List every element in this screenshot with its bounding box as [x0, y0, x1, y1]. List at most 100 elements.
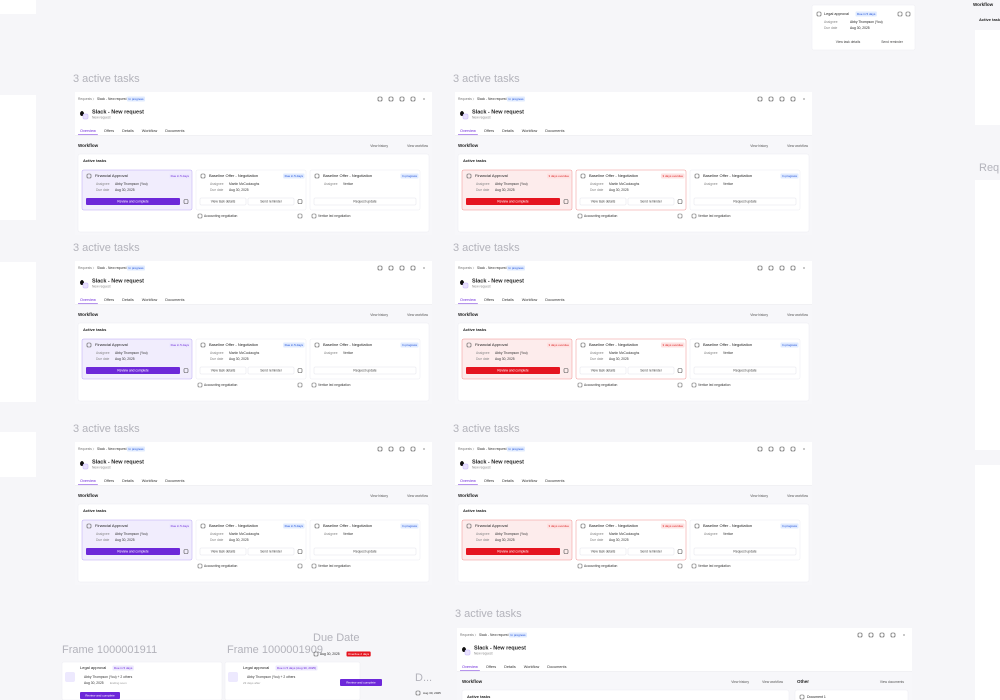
tab[interactable]: Details — [502, 129, 514, 133]
button-label[interactable]: Send reminder — [640, 549, 663, 553]
link[interactable]: View workflow — [762, 680, 783, 684]
tab[interactable]: Overview — [460, 129, 476, 133]
tab[interactable]: Offers — [484, 479, 494, 483]
link[interactable]: View history — [750, 494, 768, 498]
tab[interactable]: Offers — [484, 298, 494, 302]
mini-icon — [228, 672, 238, 682]
tab[interactable]: Offers — [484, 129, 494, 133]
card-title: Active tasks — [467, 694, 491, 699]
tab[interactable]: Overview — [80, 129, 96, 133]
button-label[interactable]: View task details — [836, 40, 861, 44]
task-footer: Vertice led negotiation — [698, 214, 731, 218]
tab[interactable]: Details — [122, 479, 134, 483]
button-label[interactable]: View task details — [591, 549, 616, 553]
button-label[interactable]: Review and complete — [117, 199, 149, 203]
tab[interactable]: Offers — [104, 298, 114, 302]
button-label[interactable]: Review and complete — [85, 693, 115, 697]
tab[interactable]: Details — [122, 129, 134, 133]
button-label[interactable]: View task details — [211, 549, 236, 553]
badge — [169, 523, 191, 529]
link[interactable]: View history — [731, 680, 749, 684]
icon — [183, 549, 189, 554]
tab[interactable]: Documents — [547, 665, 566, 669]
link[interactable]: View documents — [880, 680, 904, 684]
link[interactable]: View workflow — [787, 144, 808, 148]
link[interactable]: View workflow — [407, 494, 428, 498]
tab[interactable]: Workflow — [142, 298, 158, 302]
icon — [297, 199, 303, 204]
button-label[interactable]: Send reminder — [640, 368, 663, 372]
link[interactable]: View workflow — [407, 144, 428, 148]
badge — [780, 523, 799, 529]
button-label[interactable]: Review and complete — [117, 368, 149, 372]
tab[interactable]: Workflow — [522, 479, 538, 483]
button-label[interactable]: Send reminder — [881, 40, 904, 44]
field-label: Due date — [96, 538, 110, 542]
task-footer: Accounting negotiation — [204, 214, 238, 218]
badge — [546, 523, 571, 529]
button-label[interactable]: Review and complete — [497, 549, 529, 553]
link[interactable]: View workflow — [787, 313, 808, 317]
link[interactable]: View history — [370, 144, 388, 148]
button-label[interactable]: Request update — [733, 199, 756, 203]
tab[interactable]: Documents — [545, 479, 564, 483]
breadcrumb: Slack - New request — [97, 266, 127, 270]
primary-button — [80, 692, 120, 699]
tab[interactable]: Details — [502, 298, 514, 302]
button-label[interactable]: View task details — [591, 199, 616, 203]
button-label[interactable]: Send reminder — [260, 368, 283, 372]
link[interactable]: View history — [370, 494, 388, 498]
button-label[interactable]: Review and complete — [497, 368, 529, 372]
link[interactable]: View history — [370, 313, 388, 317]
request-subtitle: New request — [92, 115, 111, 119]
section-title: Workflow — [78, 312, 99, 317]
task-footer: Accounting negotiation — [584, 214, 618, 218]
button-label[interactable]: Request update — [733, 549, 756, 553]
tab[interactable]: Workflow — [522, 129, 538, 133]
link[interactable]: View history — [750, 144, 768, 148]
tab[interactable]: Documents — [165, 298, 184, 302]
tab[interactable]: Workflow — [522, 298, 538, 302]
link[interactable]: View history — [750, 313, 768, 317]
tab[interactable]: Overview — [80, 479, 96, 483]
field-label: Due date — [210, 538, 224, 542]
tab[interactable]: Documents — [545, 129, 564, 133]
card-title: Active tasks — [83, 327, 107, 332]
icon — [410, 446, 416, 452]
field-label: Assignee — [210, 182, 224, 186]
tab[interactable]: Offers — [104, 129, 114, 133]
button-label[interactable]: View task details — [211, 199, 236, 203]
button-label[interactable]: View task details — [591, 368, 616, 372]
button-label[interactable]: Request update — [353, 549, 376, 553]
tab[interactable]: Offers — [104, 479, 114, 483]
button-label[interactable]: View task details — [211, 368, 236, 372]
button-label[interactable]: Review and complete — [497, 199, 529, 203]
link[interactable]: View workflow — [407, 313, 428, 317]
menu-dots — [803, 98, 805, 100]
tab[interactable]: Overview — [460, 298, 476, 302]
tab[interactable]: Workflow — [142, 479, 158, 483]
button-label[interactable]: Review and complete — [346, 680, 376, 684]
button-label[interactable]: Send reminder — [260, 549, 283, 553]
button-label[interactable]: Review and complete — [117, 549, 149, 553]
link[interactable]: View workflow — [787, 494, 808, 498]
button-label[interactable]: Request update — [353, 368, 376, 372]
tab[interactable]: Overview — [80, 298, 96, 302]
button-label[interactable]: Send reminder — [260, 199, 283, 203]
button-label[interactable]: Request update — [353, 199, 376, 203]
tab[interactable]: Details — [502, 479, 514, 483]
tab[interactable]: Documents — [165, 129, 184, 133]
button-label[interactable]: Send reminder — [640, 199, 663, 203]
tab[interactable]: Details — [122, 298, 134, 302]
tab[interactable]: Documents — [545, 298, 564, 302]
tab[interactable]: Overview — [460, 479, 476, 483]
menu-dots — [803, 267, 805, 269]
icon — [377, 265, 383, 271]
tab[interactable]: Details — [504, 665, 516, 669]
tab[interactable]: Offers — [486, 665, 496, 669]
tab[interactable]: Workflow — [524, 665, 540, 669]
button-label[interactable]: Request update — [733, 368, 756, 372]
tab[interactable]: Overview — [462, 665, 478, 669]
tab[interactable]: Workflow — [142, 129, 158, 133]
tab[interactable]: Documents — [165, 479, 184, 483]
